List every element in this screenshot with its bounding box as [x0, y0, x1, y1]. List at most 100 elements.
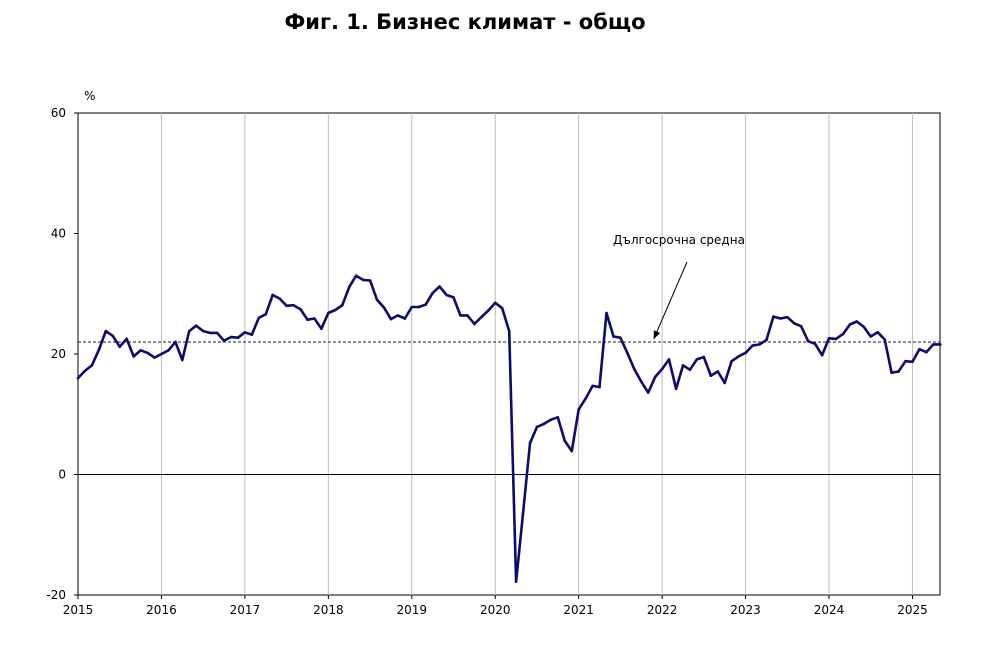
series-point [334, 308, 337, 312]
series-point [417, 305, 421, 309]
series-layer [76, 274, 942, 584]
series-point [584, 397, 587, 400]
x-tick-label: 2016 [146, 603, 177, 617]
x-tick-label: 2018 [313, 603, 344, 617]
series-point [320, 327, 323, 331]
series-point [883, 338, 886, 341]
series-point [695, 358, 699, 361]
series-point [174, 340, 177, 344]
series-point [236, 336, 240, 340]
series-point [473, 322, 476, 326]
series-point [208, 331, 212, 335]
series-point [640, 380, 643, 384]
series-point [194, 324, 198, 328]
series-point [181, 358, 184, 362]
series-point [820, 353, 824, 357]
y-unit-label: % [84, 89, 95, 103]
series-point [514, 580, 518, 583]
series-point [827, 337, 831, 340]
y-tick-label: 0 [58, 468, 66, 482]
y-tick-label: 20 [51, 347, 66, 361]
series-point [772, 315, 775, 318]
series-point [855, 320, 859, 323]
x-tick-label: 2022 [647, 603, 678, 617]
x-tick-label: 2023 [730, 603, 761, 617]
series-point [806, 340, 810, 343]
series-point [751, 344, 754, 347]
series-point [466, 314, 469, 317]
series-point [243, 331, 247, 334]
x-tick-label: 2024 [814, 603, 845, 617]
reference-line-label: Дългосрочна средна [613, 233, 745, 247]
series-point [786, 315, 789, 319]
series-point [104, 329, 108, 333]
series-point [111, 334, 115, 338]
series-point [146, 351, 149, 355]
series-point [549, 418, 553, 422]
series-point [577, 408, 580, 411]
annotation-arrow-line [653, 261, 688, 340]
series-point [361, 278, 365, 282]
series-point [160, 352, 163, 356]
series-point [716, 370, 720, 373]
series-point [869, 335, 872, 338]
series-point [813, 342, 817, 346]
series-point [229, 335, 233, 339]
series-point [841, 332, 845, 336]
series-point [389, 317, 393, 321]
series-point [730, 359, 733, 363]
series-point [250, 333, 254, 337]
series-point [619, 336, 622, 340]
y-tick-label: 60 [51, 106, 66, 120]
series-point [528, 441, 532, 445]
series-point [591, 384, 594, 388]
series-point [834, 337, 838, 341]
series-point [125, 337, 128, 341]
series-point [132, 355, 135, 358]
x-tick-label: 2021 [563, 603, 594, 617]
series-point [487, 309, 490, 312]
series-point [382, 306, 386, 309]
series-point [83, 369, 87, 373]
series-point [354, 274, 358, 278]
series-point [306, 318, 309, 322]
series-point [939, 343, 942, 346]
series-point [424, 303, 428, 306]
series-point [215, 331, 219, 335]
series-point [167, 349, 170, 352]
series-point [153, 356, 156, 359]
series-point [918, 347, 921, 351]
series-point [118, 345, 121, 349]
series-point [368, 279, 372, 282]
chart-title: Фиг. 1. Бизнес климат - общо [284, 10, 646, 34]
series-point [257, 316, 261, 320]
series-point [765, 338, 768, 342]
series-point [480, 315, 483, 319]
series-point [758, 343, 761, 346]
series-point [201, 329, 205, 333]
series-point [897, 370, 900, 373]
annotation-arrow-head [653, 330, 661, 339]
series-point [688, 368, 692, 372]
series-point [375, 298, 379, 302]
series-point [445, 293, 448, 297]
series-point [507, 329, 511, 333]
series-point [702, 355, 706, 359]
series-point [278, 297, 282, 300]
series-point [556, 416, 560, 419]
series-point [222, 339, 226, 343]
series-point [535, 425, 539, 429]
series-point [500, 306, 504, 310]
series-point [779, 317, 782, 320]
series-point [292, 303, 295, 307]
x-tick-label: 2019 [397, 603, 428, 617]
series-point [653, 375, 657, 379]
series-point [410, 305, 414, 309]
x-tick-label: 2015 [63, 603, 94, 617]
series-point [313, 317, 316, 320]
series-point [605, 311, 608, 315]
series-point [674, 387, 678, 391]
series-point [90, 364, 94, 367]
x-tick-label: 2025 [897, 603, 928, 617]
series-point [646, 391, 650, 394]
